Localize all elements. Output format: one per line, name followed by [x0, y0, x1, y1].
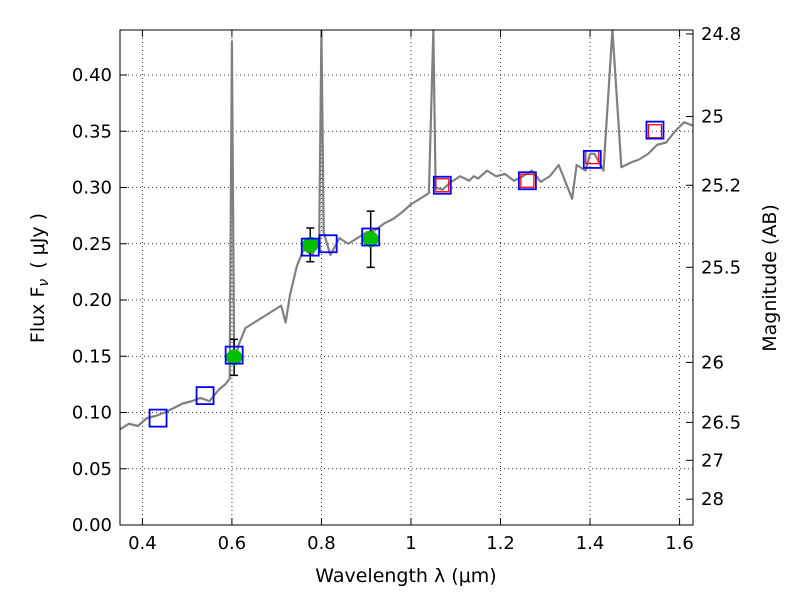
model-flux-marker [517, 171, 537, 191]
photometry-point [226, 349, 243, 366]
x-tick-label: 1.4 [576, 533, 605, 554]
y-axis-label-subscript: ν [36, 279, 52, 287]
y-tick-label: 0.20 [72, 290, 112, 311]
tick-marks [120, 30, 693, 526]
plot-area [120, 30, 693, 431]
x-tick-label: 0.6 [218, 533, 247, 554]
y-tick-label: 0.05 [72, 459, 112, 480]
y-axis-label-unit: ( μJy ) [27, 213, 49, 269]
sed-line [120, 30, 693, 431]
observed-marker [520, 173, 535, 188]
model-flux-marker [300, 237, 320, 257]
y2-tick-label: 27 [701, 450, 724, 471]
y2-axis-label: Magnitude (AB) [759, 204, 781, 352]
model-flux-marker [645, 120, 665, 140]
observed-marker [647, 124, 663, 139]
y-axis-label-text: Flux F [27, 287, 49, 343]
plot-frame [119, 29, 694, 526]
x-tick-label: 0.8 [307, 533, 336, 554]
model-flux-marker [148, 408, 168, 428]
y-axis-label: Flux Fν ( μJy ) [27, 213, 52, 343]
model-flux-marker [318, 234, 338, 254]
y-tick-label: 0.00 [72, 515, 112, 536]
model-flux-marker [582, 149, 602, 169]
model-flux-marker [195, 386, 215, 406]
y-tick-label: 0.40 [72, 65, 112, 86]
y2-tick-label: 25.5 [701, 257, 741, 278]
x-axis-label: Wavelength λ (μm) [315, 565, 496, 587]
photometry-point [302, 236, 319, 253]
y-tick-label: 0.10 [72, 403, 112, 424]
y-tick-label: 0.30 [72, 178, 112, 199]
y2-tick-label: 24.8 [701, 24, 741, 45]
y2-tick-label: 26.5 [701, 412, 741, 433]
photometry-point [362, 231, 379, 248]
x-tick-label: 1 [405, 533, 416, 554]
model-flux-marker [432, 175, 452, 195]
y2-tick-label: 28 [701, 489, 724, 510]
y-tick-label: 0.15 [72, 346, 112, 367]
model-flux-marker [224, 345, 244, 365]
y2-tick-label: 25.2 [701, 175, 741, 196]
grid [120, 30, 693, 526]
y-tick-label: 0.25 [72, 234, 112, 255]
x-tick-label: 1.6 [665, 533, 694, 554]
svg-text:Flux Fν( μJy ): Flux Fν ( μJy ) [27, 213, 52, 343]
observed-marker [435, 178, 450, 193]
y2-tick-label: 25 [701, 107, 724, 128]
x-tick-label: 0.4 [128, 533, 157, 554]
x-tick-label: 1.2 [486, 533, 515, 554]
model-flux-marker [361, 227, 381, 247]
y2-tick-label: 26 [701, 352, 724, 373]
y-tick-label: 0.35 [72, 121, 112, 142]
